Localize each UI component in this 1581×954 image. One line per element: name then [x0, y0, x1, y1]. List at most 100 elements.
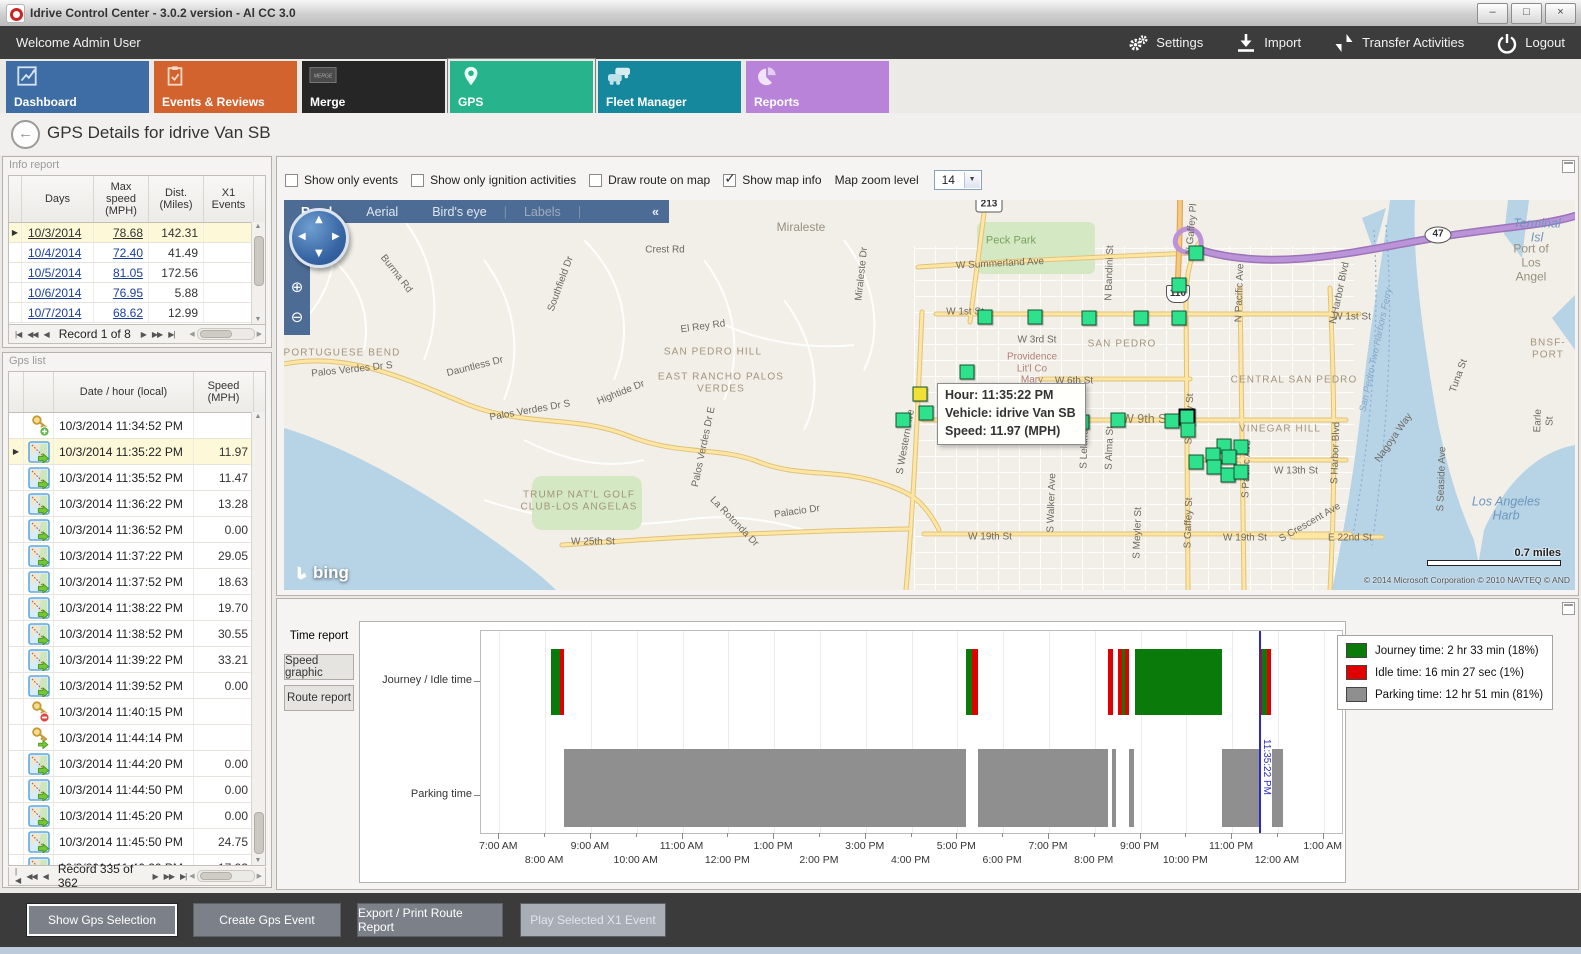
checkbox-box-icon[interactable]: [723, 171, 737, 187]
day-link[interactable]: 10/6/2014: [28, 285, 82, 300]
map-style-tab-aerial[interactable]: Aerial: [366, 204, 399, 219]
gps-marker[interactable]: [1027, 309, 1043, 325]
current-gps-marker[interactable]: [912, 386, 928, 402]
gps-row[interactable]: 10/3/2014 11:37:22 PM 29.05: [9, 543, 265, 569]
gps-row[interactable]: 10/3/2014 11:46:20 PM17.93: [9, 855, 265, 865]
gps-row[interactable]: ▶ 10/3/2014 11:35:22 PM 11.97: [9, 439, 265, 465]
gps-marker[interactable]: [1171, 310, 1187, 326]
pager-button[interactable]: |◀: [15, 867, 21, 885]
pager-scroll-right-icon[interactable]: ▶: [256, 873, 262, 880]
day-link[interactable]: 10/4/2014: [28, 245, 82, 260]
max-speed-link[interactable]: 81.05: [112, 265, 143, 280]
gps-marker[interactable]: [977, 309, 993, 325]
day-link[interactable]: 10/5/2014: [28, 265, 82, 280]
gps-row[interactable]: 10/3/2014 11:34:52 PM: [9, 413, 265, 439]
checkbox-show-only-events[interactable]: Show only events: [285, 173, 398, 187]
gps-row[interactable]: 10/3/2014 11:40:15 PM: [9, 699, 265, 725]
pager-scroll-track[interactable]: [196, 870, 255, 882]
table-row[interactable]: 10/7/2014 68.62 12.99: [9, 303, 265, 323]
table-row[interactable]: 10/5/2014 81.05 172.56: [9, 263, 265, 283]
table-row[interactable]: ▶ 10/3/2014 78.68 142.31: [9, 223, 265, 243]
pager-button[interactable]: ◀: [42, 871, 49, 881]
chevron-down-icon[interactable]: ▼: [963, 172, 980, 188]
gps-marker[interactable]: [1133, 310, 1149, 326]
create-gps-event-button[interactable]: Create Gps Event: [193, 903, 341, 937]
report-tab-route-report[interactable]: Route report: [284, 685, 354, 711]
pager-button[interactable]: ▶▶: [163, 871, 175, 881]
info-report-scrollbar[interactable]: ▲ ▼: [251, 222, 265, 324]
gps-row[interactable]: 10/3/2014 11:36:22 PM 13.28: [9, 491, 265, 517]
gps-marker[interactable]: [1188, 454, 1204, 470]
nav-tile-fleet-manager[interactable]: Fleet Manager: [598, 61, 741, 114]
table-row[interactable]: 10/4/2014 72.40 41.49: [9, 243, 265, 263]
pager-button[interactable]: ◀◀: [26, 871, 37, 881]
pager-button[interactable]: |◀: [15, 329, 22, 339]
pager-button[interactable]: ◀: [43, 329, 50, 339]
days-cell[interactable]: 10/5/2014: [22, 263, 94, 282]
max-speed-link[interactable]: 72.40: [112, 245, 143, 260]
checkbox-draw-route-on-map[interactable]: Draw route on map: [589, 173, 710, 187]
pager-button[interactable]: ◀◀: [27, 329, 38, 339]
report-panel-expand-button[interactable]: [1562, 602, 1575, 615]
nav-tile-dashboard[interactable]: Dashboard: [6, 61, 149, 114]
gps-row[interactable]: 10/3/2014 11:35:52 PM 11.47: [9, 465, 265, 491]
max-speed-cell[interactable]: 68.62: [94, 303, 149, 322]
pager-scroll-thumb[interactable]: [199, 872, 232, 880]
window-minimize-button[interactable]: –: [1477, 3, 1508, 24]
pager-scrollbar[interactable]: ◀ ▶: [189, 870, 262, 882]
pager-scroll-left-icon[interactable]: ◀: [189, 873, 195, 880]
days-cell[interactable]: 10/4/2014: [22, 243, 94, 262]
day-link[interactable]: 10/7/2014: [28, 305, 82, 320]
gps-marker[interactable]: [1164, 413, 1180, 429]
pager-button[interactable]: ▶: [152, 871, 159, 881]
checkbox-box-icon[interactable]: [589, 173, 603, 187]
topbar-action-import[interactable]: Import: [1235, 32, 1301, 54]
pager-scroll-thumb[interactable]: [199, 330, 232, 338]
scroll-up-icon[interactable]: ▲: [254, 223, 262, 230]
pager-button[interactable]: ▶|: [168, 329, 175, 339]
gps-marker[interactable]: [1206, 459, 1222, 475]
gps-marker[interactable]: [1110, 412, 1126, 428]
max-speed-cell[interactable]: 78.68: [94, 223, 149, 242]
max-speed-link[interactable]: 78.68: [112, 225, 143, 240]
max-speed-cell[interactable]: 81.05: [94, 263, 149, 282]
nav-tile-reports[interactable]: Reports: [746, 61, 889, 114]
days-cell[interactable]: 10/3/2014: [22, 223, 94, 242]
window-maximize-button[interactable]: □: [1511, 3, 1542, 24]
topbar-action-logout[interactable]: Logout: [1496, 32, 1565, 54]
map-style-tab-bird-s-eye[interactable]: Bird's eye: [432, 204, 487, 219]
map-style-tab-labels[interactable]: Labels: [523, 204, 561, 219]
topbar-action-transfer-activities[interactable]: Transfer Activities: [1333, 32, 1464, 54]
gps-row[interactable]: 10/3/2014 11:44:20 PM 0.00: [9, 751, 265, 777]
pager-scrollbar[interactable]: ◀ ▶: [189, 328, 262, 340]
map[interactable]: Miraleste Peck Park W Summerland Ave Crest …: [284, 200, 1575, 590]
map-compass-control[interactable]: ▲ ▶ ▼ ◀: [289, 208, 349, 268]
checkbox-show-map-info[interactable]: Show map info: [723, 171, 822, 187]
gps-marker[interactable]: [959, 364, 975, 380]
gps-row[interactable]: 10/3/2014 11:38:22 PM 19.70: [9, 595, 265, 621]
pager-button[interactable]: ▶▶: [151, 329, 163, 339]
gps-list-scrollbar[interactable]: ▲ ▼: [251, 412, 265, 865]
show-gps-selection-button[interactable]: Show Gps Selection: [26, 903, 178, 937]
gps-marker[interactable]: [895, 412, 911, 428]
pager-scroll-right-icon[interactable]: ▶: [256, 331, 262, 338]
gps-row[interactable]: 10/3/2014 11:44:14 PM: [9, 725, 265, 751]
map-toolbar-collapse-button[interactable]: «: [652, 204, 659, 219]
gps-row[interactable]: 10/3/2014 11:44:50 PM 0.00: [9, 777, 265, 803]
gps-row[interactable]: 10/3/2014 11:45:20 PM 0.00: [9, 803, 265, 829]
checkbox-show-only-ignition-activities[interactable]: Show only ignition activities: [411, 173, 576, 187]
map-panel-expand-button[interactable]: [1562, 160, 1575, 173]
gps-row[interactable]: 10/3/2014 11:39:52 PM 0.00: [9, 673, 265, 699]
max-speed-cell[interactable]: 76.95: [94, 283, 149, 302]
max-speed-cell[interactable]: 72.40: [94, 243, 149, 262]
scroll-up-icon[interactable]: ▲: [254, 413, 262, 420]
checkbox-box-icon[interactable]: [411, 173, 425, 187]
gps-marker[interactable]: [1171, 277, 1187, 293]
nav-tile-events-reviews[interactable]: Events & Reviews: [154, 61, 297, 114]
pager-button[interactable]: ▶|: [179, 871, 187, 881]
map-zoom-in-button[interactable]: ⊕: [290, 278, 304, 296]
gps-marker[interactable]: [1233, 439, 1249, 455]
max-speed-link[interactable]: 68.62: [112, 305, 143, 320]
nav-tile-merge[interactable]: MERGE Merge: [302, 61, 445, 114]
scrollbar-thumb[interactable]: [254, 236, 264, 286]
